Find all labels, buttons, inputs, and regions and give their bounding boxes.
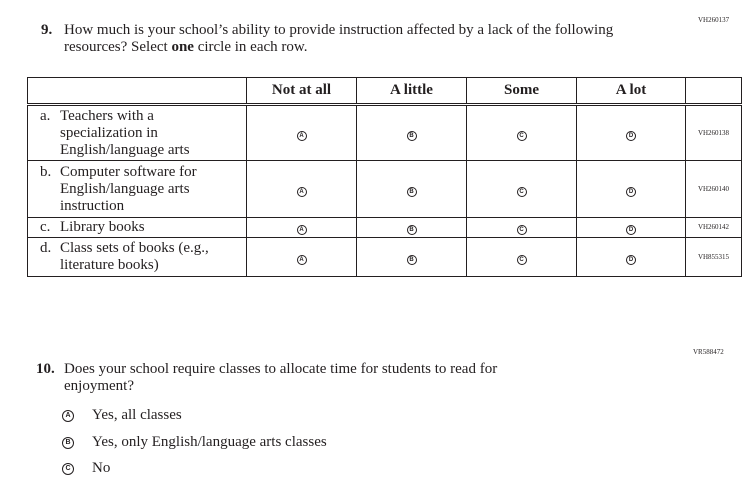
bubble-icon[interactable]: D xyxy=(626,130,636,141)
grid-row: a. Teachers with a specialization in Engl… xyxy=(27,104,742,161)
option-no[interactable]: C No xyxy=(62,460,110,477)
question-text-part: circle in each row. xyxy=(193,39,308,55)
grid-row: c. Library books A B C D VH260142 xyxy=(27,217,742,238)
bubble-icon[interactable]: D xyxy=(626,254,636,265)
row-letter: d. xyxy=(40,240,52,256)
bubble-icon[interactable]: B xyxy=(406,186,417,197)
grid-row: d. Class sets of books (e.g., literature … xyxy=(27,237,742,277)
question-text: Does your school require classes to allo… xyxy=(64,361,498,394)
header-blank xyxy=(685,77,742,106)
question-number: 10. xyxy=(36,361,55,377)
response-cell: C xyxy=(466,217,577,238)
row-label: b. Computer software for English/language… xyxy=(27,160,247,218)
bubble-icon[interactable]: C xyxy=(516,130,527,141)
response-cell: B xyxy=(356,104,467,161)
row-label: c. Library books xyxy=(27,217,247,238)
response-cell: A xyxy=(246,160,357,218)
option-label: Yes, all classes xyxy=(92,407,182,423)
row-code: VH855315 xyxy=(685,237,742,277)
response-cell: B xyxy=(356,217,467,238)
question-code: VH260137 xyxy=(698,16,730,24)
row-text: Class sets of books (e.g., literature bo… xyxy=(60,240,209,273)
question-text-emphasis: one xyxy=(171,39,194,55)
column-header: Some xyxy=(466,77,577,106)
response-cell: D xyxy=(576,160,686,218)
row-code: VH260142 xyxy=(685,217,742,238)
response-cell: D xyxy=(576,104,686,161)
row-text: Teachers with a specialization in Englis… xyxy=(60,107,190,158)
header-blank xyxy=(27,77,247,106)
bubble-icon[interactable]: B xyxy=(406,130,417,141)
response-cell: D xyxy=(576,217,686,238)
row-letter: c. xyxy=(40,219,51,235)
bubble-icon[interactable]: C xyxy=(516,254,527,265)
response-cell: C xyxy=(466,104,577,161)
column-header: A lot xyxy=(576,77,686,106)
bubble-icon[interactable]: A xyxy=(62,409,74,422)
bubble-icon[interactable]: D xyxy=(626,186,636,197)
column-header: A little xyxy=(356,77,467,106)
question-code: VR588472 xyxy=(693,348,724,356)
row-text: Library books xyxy=(60,219,145,235)
row-text: Computer software for English/language a… xyxy=(60,163,197,214)
row-letter: a. xyxy=(40,107,51,124)
bubble-icon[interactable]: A xyxy=(296,225,307,235)
bubble-icon[interactable]: D xyxy=(626,225,636,235)
response-grid: Not at all A little Some A lot a. Teacher… xyxy=(27,77,742,277)
option-label: Yes, only English/language arts classes xyxy=(92,434,327,450)
bubble-icon[interactable]: C xyxy=(62,462,74,475)
bubble-icon[interactable]: A xyxy=(296,186,307,197)
row-letter: b. xyxy=(40,163,52,180)
response-cell: A xyxy=(246,237,357,277)
bubble-icon[interactable]: C xyxy=(516,225,527,235)
question-text: How much is your school’s ability to pro… xyxy=(64,22,624,56)
question-number: 9. xyxy=(41,22,53,38)
response-cell: A xyxy=(246,217,357,238)
response-cell: B xyxy=(356,237,467,277)
bubble-icon[interactable]: B xyxy=(406,254,417,265)
bubble-icon[interactable]: B xyxy=(62,436,74,449)
grid-header: Not at all A little Some A lot xyxy=(27,77,742,106)
grid-row: b. Computer software for English/language… xyxy=(27,160,742,218)
option-label: No xyxy=(92,460,111,476)
response-cell: C xyxy=(466,160,577,218)
option-yes-all[interactable]: A Yes, all classes xyxy=(62,407,182,424)
row-code: VH260140 xyxy=(685,160,742,218)
bubble-icon[interactable]: A xyxy=(296,130,307,141)
bubble-icon[interactable]: A xyxy=(296,254,307,265)
column-header: Not at all xyxy=(246,77,357,106)
row-code: VH260138 xyxy=(685,104,742,161)
bubble-icon[interactable]: C xyxy=(516,186,527,197)
row-label: d. Class sets of books (e.g., literature … xyxy=(27,237,247,277)
row-label: a. Teachers with a specialization in Engl… xyxy=(27,104,247,161)
response-cell: C xyxy=(466,237,577,277)
option-yes-english[interactable]: B Yes, only English/language arts classes xyxy=(62,434,327,451)
response-cell: A xyxy=(246,104,357,161)
question-text-part: How much is your school’s ability to pro… xyxy=(64,22,614,55)
response-cell: D xyxy=(576,237,686,277)
response-cell: B xyxy=(356,160,467,218)
bubble-icon[interactable]: B xyxy=(406,225,417,235)
